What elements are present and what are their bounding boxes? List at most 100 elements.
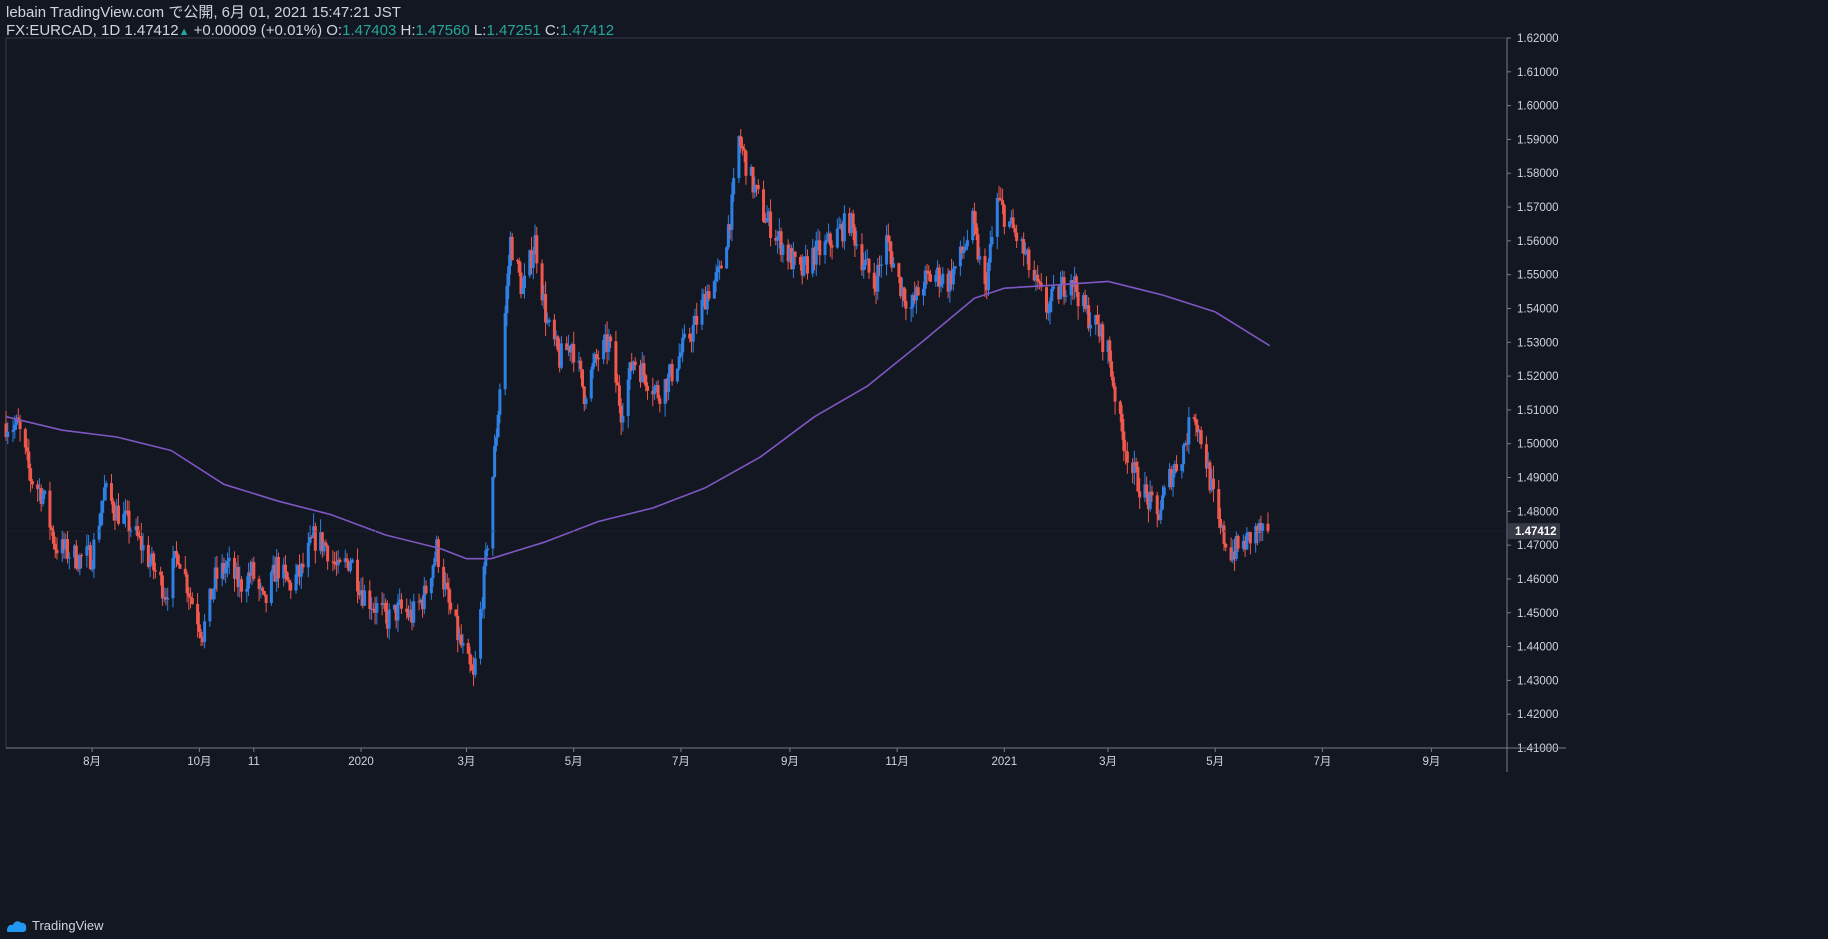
- candle-body: [767, 211, 771, 218]
- candle-body: [878, 264, 882, 266]
- candle-body: [454, 609, 458, 616]
- time-tick-label: 3月: [458, 756, 476, 768]
- candle-body: [739, 136, 743, 146]
- candle-body: [762, 189, 766, 222]
- candle-body: [802, 256, 806, 276]
- candle-body: [275, 556, 279, 582]
- candle-body: [751, 167, 755, 193]
- candle-body: [505, 285, 509, 314]
- candle-body: [1110, 361, 1114, 377]
- candle-body: [702, 293, 706, 300]
- symbol-label[interactable]: FX:EURCAD, 1D: [6, 22, 121, 39]
- candle-body: [363, 590, 367, 606]
- candle-body: [997, 197, 1001, 199]
- candle-body: [528, 250, 532, 276]
- candle-body: [591, 363, 595, 370]
- arrow-up-icon: ▲: [178, 26, 190, 38]
- moving-average-line: [5, 280, 1271, 560]
- candle-body: [449, 602, 453, 610]
- candle-body: [116, 505, 120, 524]
- candle-body: [814, 240, 818, 265]
- candle-body: [468, 653, 472, 665]
- candle-body: [902, 287, 906, 301]
- candle-body: [1187, 417, 1191, 445]
- candle-body: [791, 251, 795, 270]
- candle-body: [245, 588, 249, 592]
- candle-body: [1108, 340, 1112, 362]
- candle-body: [530, 250, 534, 268]
- price-tick-label: 1.48000: [1517, 506, 1559, 518]
- candle-body: [781, 244, 785, 255]
- candle-body: [261, 587, 265, 591]
- time-tick-label: 7月: [1313, 756, 1331, 768]
- candle-body: [934, 274, 938, 282]
- candle-body: [602, 339, 606, 360]
- candle-body: [865, 258, 869, 260]
- candle-body: [60, 539, 64, 554]
- candle-body: [788, 248, 792, 262]
- candle-body: [885, 235, 889, 265]
- candle-body: [855, 244, 859, 246]
- candle-body: [387, 609, 391, 629]
- candle-body: [633, 361, 637, 366]
- candle-body: [1120, 413, 1124, 432]
- candle-body: [1118, 401, 1122, 414]
- candle-body: [607, 336, 611, 352]
- candle-body: [99, 512, 103, 526]
- candle-body: [596, 357, 600, 360]
- candle-body: [457, 634, 461, 641]
- candle-body: [13, 424, 17, 430]
- candle-body: [269, 572, 273, 603]
- candle-body: [1083, 295, 1087, 309]
- candle-body: [173, 551, 177, 559]
- candle-body: [178, 564, 182, 569]
- candle-body: [482, 566, 486, 609]
- candle-body: [584, 398, 588, 405]
- price-axis[interactable]: 1.62000 1.61000 1.60000 1.59000 1.58000 1.570…: [1507, 33, 1559, 755]
- candle-body: [577, 360, 581, 363]
- candle-body: [900, 287, 904, 297]
- candle-body: [515, 260, 519, 262]
- candle-body: [805, 256, 809, 274]
- candle-body: [240, 579, 244, 592]
- price-tick-label: 1.42000: [1517, 709, 1559, 721]
- candle-body: [929, 274, 933, 282]
- candle-body: [508, 236, 512, 267]
- candle-body: [1032, 270, 1036, 281]
- candle-body: [1219, 519, 1223, 528]
- candle-body: [765, 217, 769, 223]
- candle-body: [276, 556, 280, 579]
- candle-body: [1087, 305, 1091, 329]
- candle-body: [1052, 286, 1056, 289]
- candle-body: [823, 241, 827, 256]
- candle-body: [609, 336, 613, 342]
- candle-body: [603, 334, 607, 340]
- candle-body: [359, 590, 363, 596]
- candle-body: [257, 578, 261, 590]
- candle-body: [210, 588, 214, 600]
- candle-body: [1224, 543, 1228, 548]
- candle-body: [916, 287, 920, 296]
- candle-body: [347, 561, 351, 571]
- moving-average-layer: [5, 280, 1271, 560]
- candle-body: [962, 249, 966, 253]
- candle-body: [1197, 430, 1201, 433]
- candle-body: [704, 293, 708, 310]
- time-axis[interactable]: 8月 10月 11 2020 3月 5月 7月 9月 11月 2021 3月 5月 7月 9月: [83, 748, 1440, 768]
- candle-body: [308, 537, 312, 543]
- candle-body: [1259, 522, 1263, 532]
- tradingview-brand[interactable]: TradingView: [6, 918, 104, 933]
- tradingview-logo-icon: [6, 919, 28, 933]
- candle-body: [689, 338, 693, 342]
- publisher-text: lebain TradingView.com で公開, 6月 01, 2021 …: [6, 4, 401, 21]
- candle-body: [138, 536, 142, 538]
- candle-body: [568, 345, 572, 353]
- candle-body: [29, 468, 33, 481]
- candle-body: [371, 608, 375, 610]
- time-tick-label: 2021: [992, 756, 1018, 768]
- candle-body: [125, 510, 129, 512]
- candle-body: [1002, 205, 1006, 227]
- candle-body: [1046, 312, 1050, 314]
- candle-body: [1243, 540, 1247, 550]
